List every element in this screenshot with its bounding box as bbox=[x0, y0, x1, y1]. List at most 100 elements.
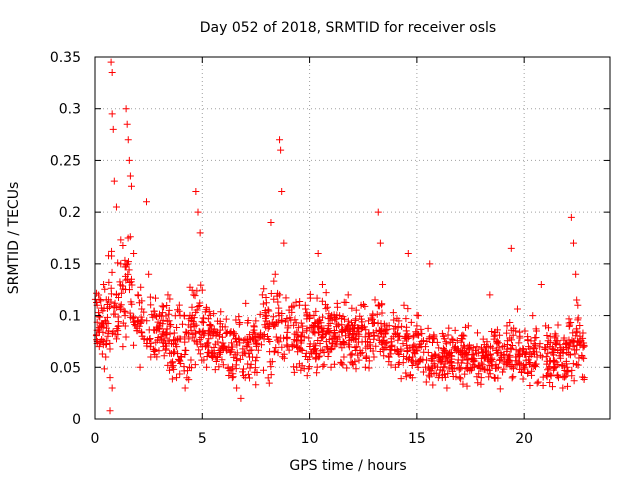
data-point bbox=[232, 316, 240, 324]
data-point bbox=[111, 330, 119, 338]
data-point bbox=[533, 353, 541, 361]
data-point bbox=[163, 301, 171, 309]
data-point bbox=[180, 363, 188, 371]
data-point bbox=[303, 372, 311, 380]
data-point bbox=[337, 314, 345, 322]
data-point bbox=[283, 315, 291, 323]
data-point bbox=[190, 322, 198, 330]
data-point bbox=[435, 344, 443, 352]
data-point bbox=[374, 319, 382, 327]
data-point bbox=[343, 364, 351, 372]
data-point bbox=[257, 341, 265, 349]
data-point bbox=[190, 291, 198, 299]
data-point bbox=[549, 357, 557, 365]
data-point bbox=[491, 328, 499, 336]
data-point bbox=[237, 394, 245, 402]
data-point bbox=[345, 341, 353, 349]
data-point bbox=[416, 356, 424, 364]
data-point bbox=[270, 295, 278, 303]
data-point bbox=[562, 357, 570, 365]
data-point bbox=[570, 377, 578, 385]
data-point bbox=[135, 299, 143, 307]
data-point bbox=[493, 338, 501, 346]
data-point bbox=[307, 348, 315, 356]
data-point bbox=[189, 317, 197, 325]
data-point bbox=[406, 371, 414, 379]
data-point bbox=[398, 322, 406, 330]
data-point bbox=[282, 318, 290, 326]
data-point bbox=[253, 353, 261, 361]
x-tick-label: 20 bbox=[515, 431, 533, 447]
data-point bbox=[576, 332, 584, 340]
data-point bbox=[283, 341, 291, 349]
data-point bbox=[559, 349, 567, 357]
data-point bbox=[482, 347, 490, 355]
data-point bbox=[252, 381, 260, 389]
data-point bbox=[164, 291, 172, 299]
data-point bbox=[467, 364, 475, 372]
data-point bbox=[181, 346, 189, 354]
data-point bbox=[378, 326, 386, 334]
data-point bbox=[349, 322, 356, 330]
data-point bbox=[98, 350, 106, 358]
data-point bbox=[515, 352, 523, 360]
data-point bbox=[178, 320, 186, 328]
data-point bbox=[365, 364, 373, 372]
data-point bbox=[136, 363, 144, 371]
data-point bbox=[117, 304, 125, 312]
data-point bbox=[119, 241, 127, 249]
data-point bbox=[116, 306, 124, 314]
data-point bbox=[187, 326, 195, 334]
data-point bbox=[211, 366, 219, 374]
data-point bbox=[295, 301, 303, 309]
data-point bbox=[137, 313, 145, 321]
data-point bbox=[396, 332, 404, 340]
data-point bbox=[130, 250, 138, 258]
data-point bbox=[362, 354, 370, 362]
data-point bbox=[151, 312, 159, 320]
data-point bbox=[280, 239, 288, 247]
data-point bbox=[194, 208, 202, 216]
data-point bbox=[256, 333, 264, 341]
data-point bbox=[165, 317, 173, 325]
data-point bbox=[363, 338, 371, 346]
data-point bbox=[283, 334, 291, 342]
data-point bbox=[290, 363, 298, 371]
y-tick-label: 0.05 bbox=[50, 360, 81, 376]
data-point bbox=[369, 347, 377, 355]
data-point bbox=[185, 376, 193, 384]
data-point bbox=[509, 342, 517, 350]
data-point bbox=[147, 353, 155, 361]
data-point bbox=[170, 329, 178, 337]
data-point bbox=[120, 307, 128, 315]
data-point bbox=[402, 373, 410, 381]
data-point bbox=[324, 324, 332, 332]
data-point bbox=[185, 363, 193, 371]
data-point bbox=[539, 373, 547, 381]
data-point bbox=[155, 347, 163, 355]
data-point bbox=[265, 307, 273, 315]
data-point bbox=[117, 260, 125, 268]
data-point bbox=[126, 309, 134, 317]
data-point bbox=[342, 326, 350, 334]
data-point bbox=[103, 313, 111, 321]
data-point bbox=[100, 304, 108, 312]
data-point bbox=[357, 325, 365, 333]
data-point bbox=[160, 331, 168, 339]
data-point bbox=[381, 330, 389, 338]
data-point bbox=[137, 328, 145, 336]
data-point bbox=[439, 353, 447, 361]
data-point bbox=[297, 319, 305, 327]
data-point bbox=[453, 337, 461, 345]
data-point bbox=[314, 329, 322, 337]
data-point bbox=[251, 364, 259, 372]
data-point bbox=[488, 356, 496, 364]
data-point bbox=[111, 310, 119, 318]
data-point bbox=[303, 309, 311, 317]
y-tick-label: 0.1 bbox=[59, 309, 81, 325]
data-point bbox=[485, 373, 493, 381]
data-point bbox=[311, 345, 319, 353]
data-point bbox=[400, 353, 408, 361]
data-point bbox=[175, 307, 183, 315]
x-axis-label: GPS time / hours bbox=[289, 458, 406, 474]
